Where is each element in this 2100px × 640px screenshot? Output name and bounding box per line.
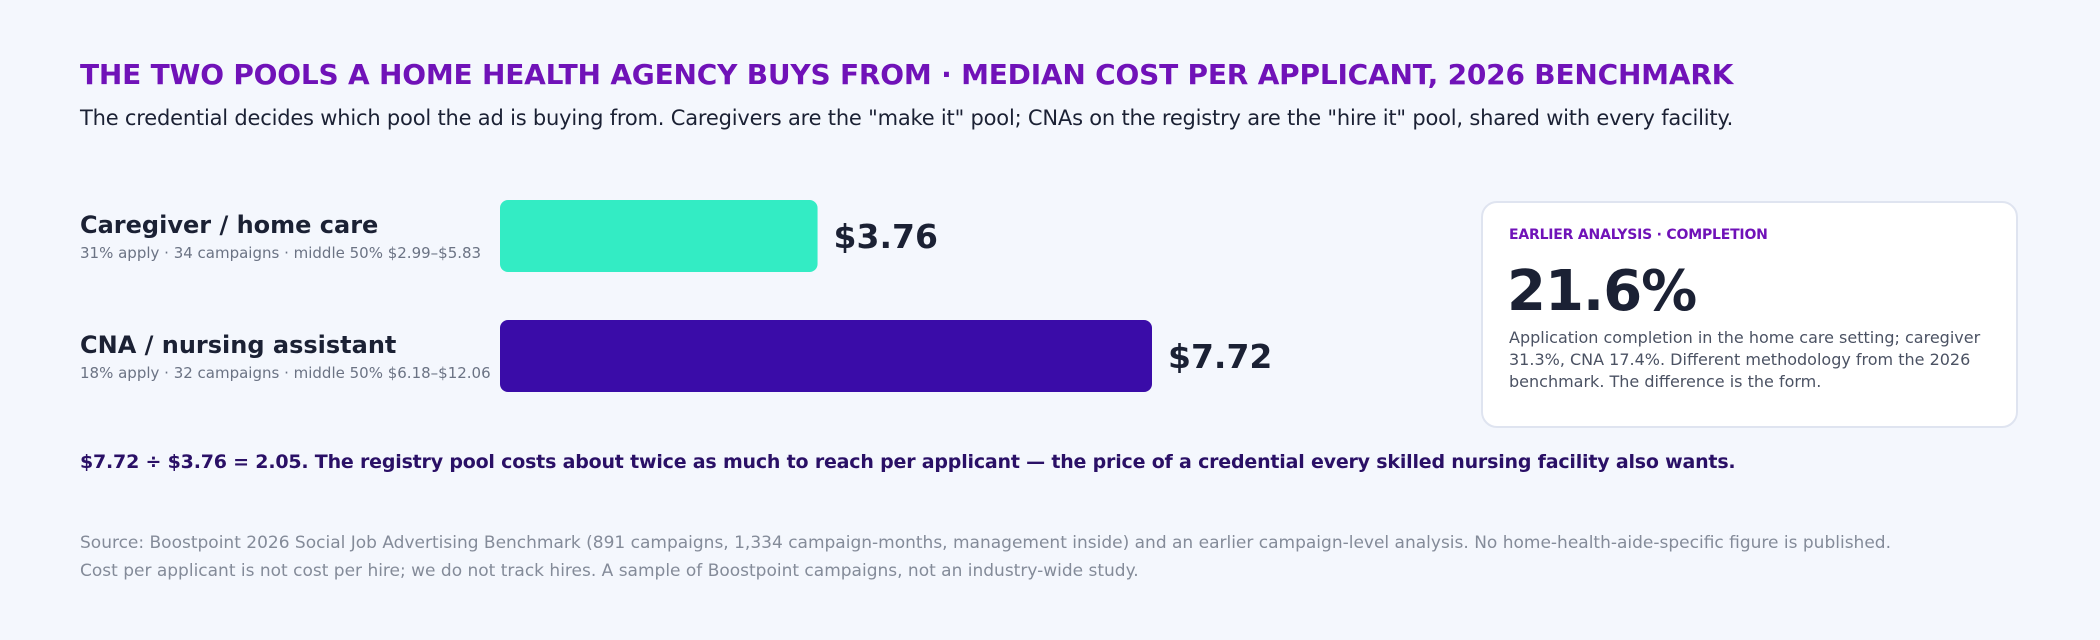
source-line-1: Source: Boostpoint 2026 Social Job Adver… xyxy=(80,533,1891,553)
category-label-caregiver: Caregiver / home care xyxy=(80,211,379,239)
completion-stat: 21.6% xyxy=(1507,259,1697,324)
completion-card: EARLIER ANALYSIS · COMPLETION 21.6% Appl… xyxy=(1481,201,2018,428)
category-meta-caregiver: 31% apply · 34 campaigns · middle 50% $2… xyxy=(80,244,482,262)
source-line-2: Cost per applicant is not cost per hire;… xyxy=(80,561,1139,581)
card-note: Application completion in the home care … xyxy=(1509,328,1981,391)
takeaway-text: $7.72 ÷ $3.76 = 2.05. The registry pool … xyxy=(80,451,1736,473)
bar-caregiver xyxy=(500,200,818,272)
chart-subtitle: The credential decides which pool the ad… xyxy=(80,106,1734,130)
bar-cna xyxy=(500,320,1152,392)
bar-value-cna: $7.72 xyxy=(1168,337,1272,376)
category-label-cna: CNA / nursing assistant xyxy=(80,331,397,359)
chart-title: THE TWO POOLS A HOME HEALTH AGENCY BUYS … xyxy=(80,58,1734,91)
source-note: Source: Boostpoint 2026 Social Job Adver… xyxy=(80,529,1891,585)
bar-value-caregiver: $3.76 xyxy=(834,217,938,256)
card-kicker: EARLIER ANALYSIS · COMPLETION xyxy=(1509,227,1768,243)
bar-chart: $3.76 $7.72 xyxy=(500,200,1272,392)
category-meta-cna: 18% apply · 32 campaigns · middle 50% $6… xyxy=(80,364,491,382)
